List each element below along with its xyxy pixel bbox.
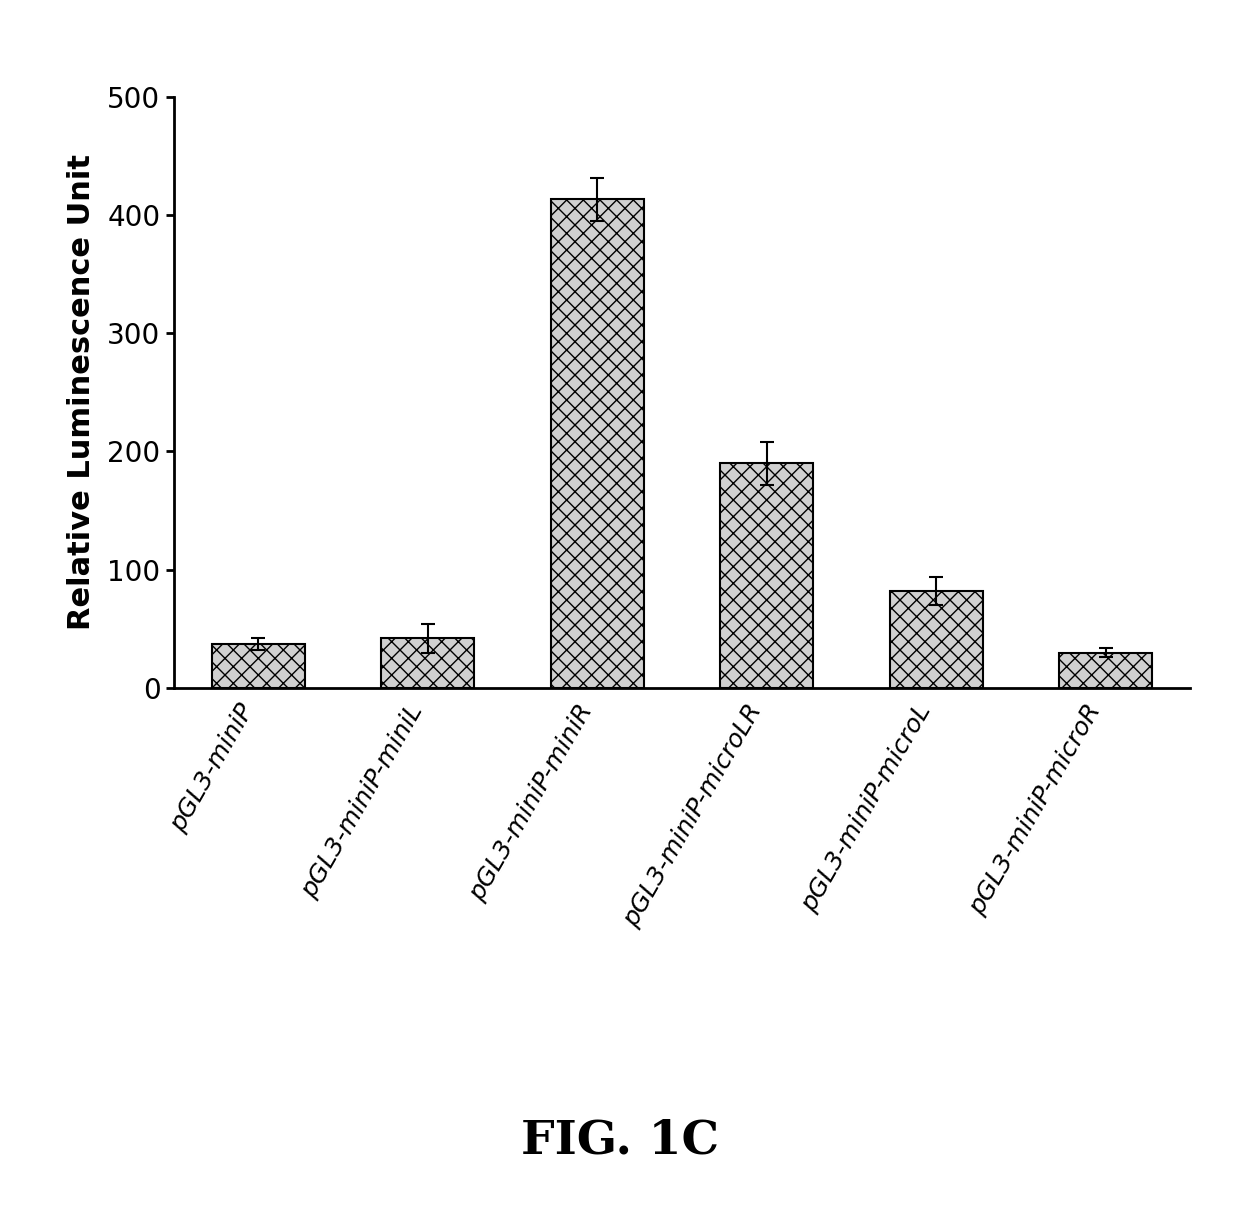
Text: pGL3-miniP: pGL3-miniP <box>166 700 258 836</box>
Text: pGL3-miniP-miniL: pGL3-miniP-miniL <box>298 700 428 902</box>
Text: pGL3-miniP-miniR: pGL3-miniP-miniR <box>465 700 598 905</box>
Bar <box>551 199 644 688</box>
Bar <box>212 645 305 688</box>
Bar <box>720 463 813 688</box>
Bar <box>1059 653 1152 688</box>
Text: pGL3-miniP-microL: pGL3-miniP-microL <box>797 700 936 916</box>
Text: pGL3-miniP-microLR: pGL3-miniP-microLR <box>620 700 766 931</box>
Text: FIG. 1C: FIG. 1C <box>521 1118 719 1164</box>
Bar <box>381 639 475 688</box>
Y-axis label: Relative Luminescence Unit: Relative Luminescence Unit <box>67 154 95 630</box>
Text: pGL3-miniP-microR: pGL3-miniP-microR <box>966 700 1106 919</box>
Bar <box>889 591 983 688</box>
